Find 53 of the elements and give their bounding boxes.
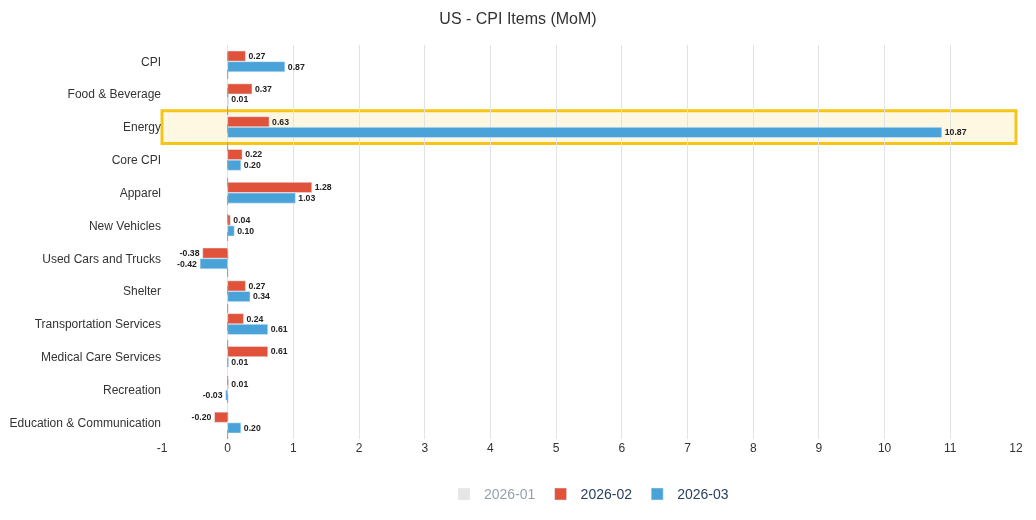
data-label: -0.38 [179, 247, 200, 258]
data-label: 0.01 [231, 357, 249, 368]
data-label: 0.37 [254, 83, 273, 94]
data-label: 0.20 [243, 422, 261, 433]
y-tick-label: Recreation [102, 382, 161, 397]
y-tick-label: Apparel [119, 185, 161, 200]
y-tick-label: Transportation Services [34, 317, 161, 332]
y-tick-label: Food & Beverage [67, 87, 162, 102]
x-tick-label: 10 [877, 441, 892, 455]
y-tick-label: Used Cars and Trucks [42, 251, 161, 266]
data-label: 0.61 [270, 324, 288, 335]
data-label: 1.28 [314, 182, 332, 193]
data-label: 0.01 [231, 94, 249, 105]
x-tick-label: 9 [815, 441, 823, 455]
y-tick-label: Shelter [122, 284, 161, 299]
x-tick-label: 6 [618, 441, 626, 455]
data-label: -0.03 [202, 389, 223, 400]
data-label: 0.10 [237, 225, 255, 236]
y-tick-label: Core CPI [111, 153, 161, 168]
x-tick-label: 2 [355, 441, 363, 455]
x-tick-label: 5 [552, 441, 560, 455]
data-label: 0.27 [248, 280, 266, 291]
data-label: 0.61 [270, 346, 288, 357]
legend-label: 2026-02 [580, 486, 633, 503]
data-label: -0.42 [177, 258, 198, 269]
legend-label: 2026-03 [677, 486, 729, 503]
data-label: 0.63 [272, 116, 290, 127]
y-tick-label: CPI [140, 54, 161, 69]
x-tick-label: 11 [944, 441, 957, 455]
data-label: 0.01 [231, 379, 249, 390]
legend-label: 2026-01 [484, 486, 536, 503]
data-label: 0.22 [245, 149, 263, 160]
x-tick-label: 0 [224, 441, 232, 455]
data-label: 1.03 [298, 192, 316, 203]
x-tick-label: 1 [290, 441, 298, 455]
data-label: -0.20 [191, 412, 212, 423]
data-label: 0.20 [243, 160, 261, 171]
data-label: 0.24 [246, 313, 264, 324]
data-label: 0.27 [248, 50, 266, 61]
y-tick-label: Medical Care Services [40, 350, 161, 365]
data-label: 0.34 [253, 291, 271, 302]
x-tick-label: -1 [156, 441, 168, 455]
x-tick-label: 12 [1009, 441, 1023, 455]
data-label: 0.87 [287, 61, 305, 72]
data-label: 0.04 [233, 215, 251, 226]
x-tick-label: 7 [684, 441, 692, 455]
data-label: 10.87 [944, 127, 967, 138]
x-tick-label: 8 [749, 441, 757, 455]
x-tick-label: 4 [487, 441, 495, 455]
y-tick-label: Education & Communication [9, 415, 161, 430]
y-tick-label: New Vehicles [88, 218, 161, 233]
x-tick-label: 3 [421, 441, 429, 455]
chart-title: US - CPI Items (MoM) [439, 10, 597, 28]
